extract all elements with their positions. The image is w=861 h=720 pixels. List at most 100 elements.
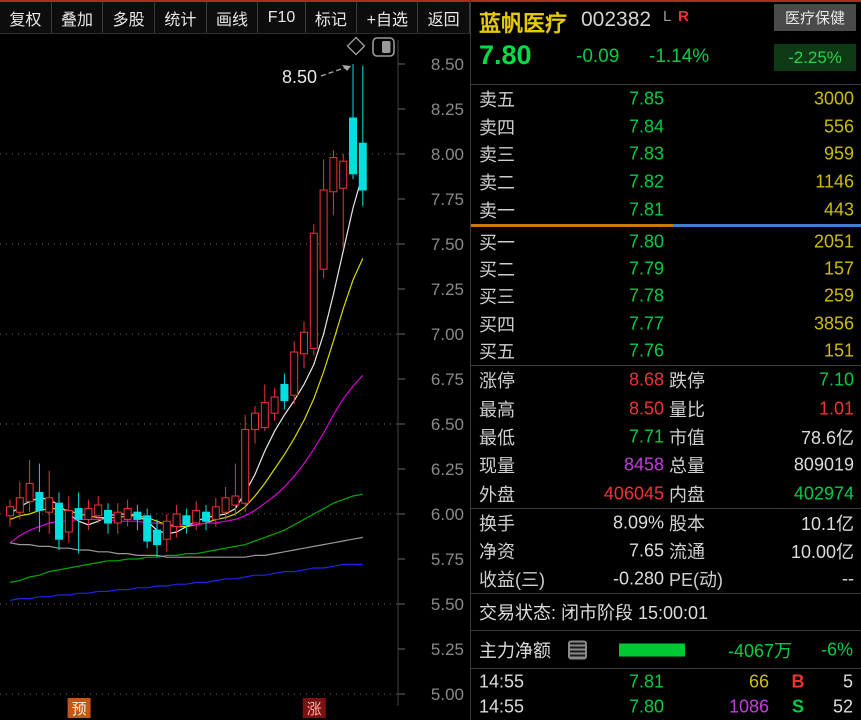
candle-up: [251, 412, 259, 430]
sell-level-row[interactable]: 卖四 7.84 556: [471, 113, 861, 141]
toolbar-button-2[interactable]: 叠加: [51, 2, 104, 33]
candle-down: [182, 515, 191, 526]
kline-chart[interactable]: 8.50 8.25 8.00 7.75 7.50 7.25 7.00 6.75 6.50 6.25…: [0, 0, 470, 720]
orderbook-qty: 151: [823, 340, 854, 361]
stat-label: 量比: [669, 399, 705, 420]
candle-down: [104, 509, 112, 524]
candle-up: [339, 160, 348, 189]
candle-up: [192, 509, 201, 524]
orderbook-qty: 443: [823, 199, 854, 220]
buy-level-row[interactable]: 买一 7.80 2051: [471, 228, 861, 255]
candle-up: [6, 506, 14, 517]
candle-up: [300, 331, 308, 355]
stat-row: 现量 8458 总量 809019: [471, 451, 861, 479]
tick-row[interactable]: 14:55 7.80 1086 S 52: [471, 695, 861, 720]
stat-label: 外盘: [479, 484, 515, 505]
stat-value: 8458: [623, 454, 664, 475]
tick-time: 14:55: [479, 696, 525, 717]
ma-line-MA5: [9, 173, 364, 535]
toolbar-button-5[interactable]: 画线: [206, 2, 259, 33]
main-force-amount: -4067万: [727, 640, 792, 661]
buy-level-row[interactable]: 买二 7.79 157: [471, 255, 861, 282]
toolbar-button-6[interactable]: F10: [258, 2, 306, 33]
tick-price: 7.80: [628, 696, 664, 717]
candle-up: [45, 497, 54, 513]
financial-label: 股本: [669, 514, 705, 534]
orderbook-price: 7.83: [628, 143, 664, 164]
candle-up: [260, 401, 269, 429]
main-force-bar: [619, 643, 685, 656]
stat-label: 内盘: [669, 484, 705, 505]
sector-badge[interactable]: 医疗保健: [774, 4, 856, 31]
stat-row: 最高 8.50 量比 1.01: [471, 394, 861, 422]
axis-tick-label: 7.25: [431, 280, 464, 299]
diamond-marker-icon: [346, 36, 366, 56]
axis-tick-label: 7.00: [431, 325, 464, 344]
toolbar-button-7[interactable]: 标记: [305, 2, 358, 33]
candle-up: [270, 396, 279, 414]
stat-value: 809019: [793, 454, 854, 475]
orderbook-qty: 959: [823, 143, 854, 164]
candle-up: [162, 520, 171, 540]
main-force-row[interactable]: 主力净额 -4067万 -6%: [471, 631, 861, 668]
axis-event-marker: [67, 698, 91, 718]
buy-levels: 买一 7.80 2051 买二 7.79 157 买三 7.78 259 买四 7.77 3856 买五…: [471, 228, 861, 365]
candle-down: [280, 383, 289, 402]
candle-down: [202, 511, 210, 522]
tick-side: B: [791, 671, 805, 692]
buy-level-row[interactable]: 买三 7.78 259: [471, 283, 861, 310]
buy-level-row[interactable]: 买五 7.76 151: [471, 338, 861, 365]
candle-down: [133, 511, 142, 520]
orderbook-level-label: 卖五: [479, 89, 515, 110]
orderbook-qty: 259: [823, 285, 854, 306]
candle-up: [221, 497, 230, 513]
toolbar-button-3[interactable]: 多股: [103, 2, 156, 33]
annotation-arrowhead: [342, 65, 351, 71]
candle-up: [113, 511, 122, 524]
tick-row[interactable]: 14:55 7.81 66 B 5: [471, 669, 861, 695]
quote-header: 蓝帆医疗 002382 L R 医疗保健 -2.25% 7.80 -0.09 -…: [471, 0, 861, 85]
stat-label: 市值: [669, 427, 705, 448]
high-annotation-label: 8.50: [282, 67, 317, 87]
r-mark: R: [678, 8, 689, 25]
tick-volume: 1086: [728, 696, 769, 717]
financial-label: PE(动): [669, 570, 723, 590]
orderbook-level-label: 卖二: [479, 173, 515, 194]
financial-row: 净资 7.65 流通 10.00亿: [471, 537, 861, 565]
main-force-pct: -6%: [820, 639, 853, 659]
orderbook-level-label: 买二: [479, 260, 515, 281]
axis-tick-label: 7.75: [431, 190, 464, 209]
toolbar-button-8[interactable]: +自选: [357, 2, 419, 33]
axis-event-marker-label: 预: [72, 701, 87, 718]
sell-level-row[interactable]: 卖三 7.83 959: [471, 141, 861, 169]
sell-level-row[interactable]: 卖一 7.81 443: [471, 196, 861, 224]
list-icon[interactable]: [568, 640, 587, 659]
toolbar-button-9[interactable]: 返回: [418, 2, 470, 33]
sell-level-row[interactable]: 卖五 7.85 3000: [471, 85, 861, 113]
financial-value: 10.00亿: [790, 542, 854, 562]
stock-name: 蓝帆医疗: [479, 11, 568, 36]
financials-section: 换手 8.09% 股本 10.1亿 净资 7.65 流通 10.00亿 收益(三) -0.280 P…: [471, 509, 861, 593]
tick-list: 14:55 7.81 66 B 5 14:55 7.80 1086 S 52: [471, 669, 861, 720]
toolbar-button-1[interactable]: 复权: [0, 2, 52, 33]
candle-up: [309, 232, 318, 349]
financial-row: 收益(三) -0.280 PE(动) --: [471, 565, 861, 593]
orderbook-price: 7.76: [628, 340, 664, 361]
panel-layout-icon[interactable]: [372, 37, 395, 57]
financial-value: 10.1亿: [800, 514, 854, 534]
candle-up: [241, 428, 250, 504]
stat-label: 最低: [479, 427, 515, 448]
stat-value: 406045: [603, 483, 664, 504]
stat-value: 78.6亿: [800, 427, 854, 448]
toolbar-button-4[interactable]: 统计: [155, 2, 207, 33]
candle-down: [153, 529, 161, 546]
sell-level-row[interactable]: 卖二 7.82 1146: [471, 168, 861, 196]
axis-tick-label: 6.25: [431, 460, 464, 479]
axis-tick-label: 8.00: [431, 145, 464, 164]
stat-label: 现量: [479, 456, 515, 477]
buy-level-row[interactable]: 买四 7.77 3856: [471, 310, 861, 337]
l-mark: L: [663, 8, 672, 25]
tick-price: 7.81: [628, 671, 664, 692]
candle-up: [329, 157, 338, 193]
axis-tick-label: 6.00: [431, 505, 464, 524]
